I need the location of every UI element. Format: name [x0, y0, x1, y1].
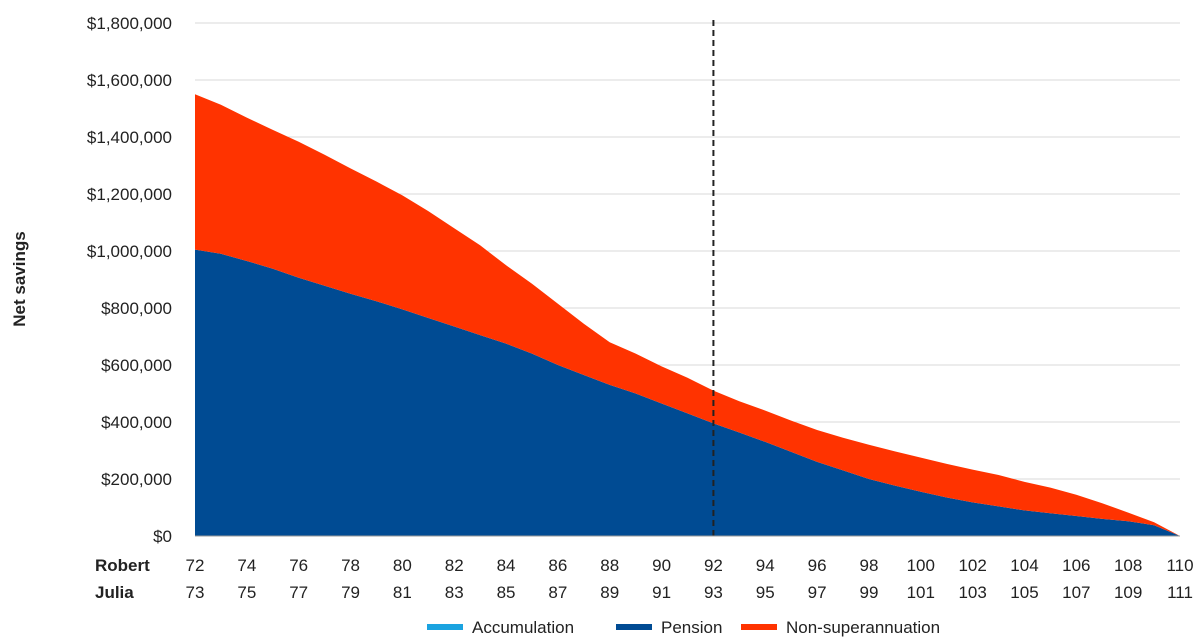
x-tick-label: 75 — [237, 583, 256, 602]
legend-swatch-pension — [616, 624, 652, 630]
x-tick-label: 95 — [756, 583, 775, 602]
x-tick-label: 84 — [497, 556, 516, 575]
x-tick-label: 92 — [704, 556, 723, 575]
x-tick-label: 103 — [958, 583, 986, 602]
y-tick-label: $1,800,000 — [87, 14, 172, 33]
x-tick-label: 73 — [186, 583, 205, 602]
area-pension — [195, 249, 1180, 536]
y-tick-label: $0 — [153, 527, 172, 546]
legend-label-non-superannuation: Non-superannuation — [786, 618, 940, 637]
x-tick-label: 96 — [808, 556, 827, 575]
x-tick-label: 108 — [1114, 556, 1142, 575]
x-tick-label: 81 — [393, 583, 412, 602]
x-tick-label: 82 — [445, 556, 464, 575]
x-tick-label: 100 — [907, 556, 935, 575]
x-tick-label: 107 — [1062, 583, 1090, 602]
x-tick-label: 83 — [445, 583, 464, 602]
y-tick-label: $1,600,000 — [87, 71, 172, 90]
x-tick-label: 105 — [1010, 583, 1038, 602]
x-tick-label: 80 — [393, 556, 412, 575]
x-tick-label: 77 — [289, 583, 308, 602]
x-tick-label: 99 — [859, 583, 878, 602]
x-tick-label: 91 — [652, 583, 671, 602]
x-tick-label: 90 — [652, 556, 671, 575]
x-tick-label: 85 — [497, 583, 516, 602]
x-tick-label: 98 — [859, 556, 878, 575]
x-tick-label: 106 — [1062, 556, 1090, 575]
x-tick-label: 87 — [548, 583, 567, 602]
x-tick-label: 79 — [341, 583, 360, 602]
x-tick-label: 94 — [756, 556, 775, 575]
x-tick-label: 89 — [600, 583, 619, 602]
x-tick-label: 88 — [600, 556, 619, 575]
y-tick-label: $200,000 — [101, 470, 172, 489]
x-tick-label: 76 — [289, 556, 308, 575]
x-tick-label: 78 — [341, 556, 360, 575]
y-tick-label: $400,000 — [101, 413, 172, 432]
x-row-label-robert: Robert — [95, 556, 150, 575]
x-tick-label: 101 — [907, 583, 935, 602]
legend-label-pension: Pension — [661, 618, 722, 637]
x-tick-label: 102 — [958, 556, 986, 575]
legend-label-accumulation: Accumulation — [472, 618, 574, 637]
x-tick-label: 97 — [808, 583, 827, 602]
y-axis-tick-labels: $0 $200,000 $400,000 $600,000 $800,000 $1,000… — [87, 14, 172, 546]
x-tick-label: 86 — [548, 556, 567, 575]
legend-swatch-non-superannuation — [741, 624, 777, 630]
x-tick-label: 110 — [1166, 556, 1193, 575]
y-tick-label: $800,000 — [101, 299, 172, 318]
x-tick-label: 72 — [186, 556, 205, 575]
y-tick-label: $1,200,000 — [87, 185, 172, 204]
x-tick-label: 93 — [704, 583, 723, 602]
x-tick-label: 74 — [237, 556, 256, 575]
legend-swatch-accumulation — [427, 624, 463, 630]
x-tick-label: 111 — [1167, 583, 1193, 602]
x-tick-label: 109 — [1114, 583, 1142, 602]
x-tick-label: 104 — [1010, 556, 1038, 575]
y-axis-label: Net savings — [10, 231, 29, 326]
y-tick-label: $600,000 — [101, 356, 172, 375]
stacked-areas — [195, 94, 1180, 537]
legend: Accumulation Pension Non-superannuation — [427, 618, 940, 637]
y-tick-label: $1,400,000 — [87, 128, 172, 147]
y-tick-label: $1,000,000 — [87, 242, 172, 261]
x-axis-tick-labels: Robert 72 74 76 78 80 82 84 86 88 90 92 94 96 98 100 102… — [95, 556, 1194, 602]
x-row-label-julia: Julia — [95, 583, 134, 602]
